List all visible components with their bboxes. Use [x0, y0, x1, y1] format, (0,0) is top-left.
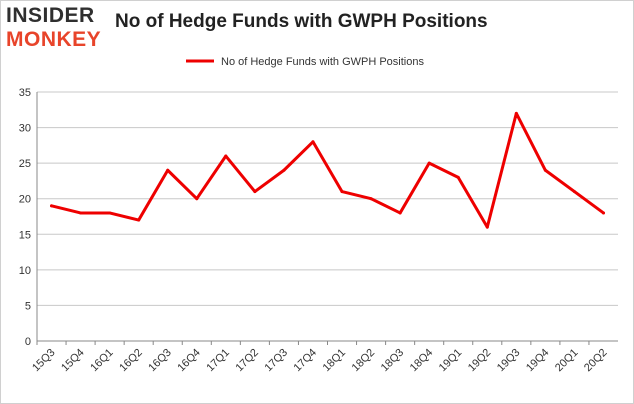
x-tick-label: 20Q2 — [582, 347, 610, 375]
data-point — [50, 204, 54, 208]
x-tick-label: 18Q3 — [379, 347, 407, 375]
data-point — [282, 168, 286, 172]
data-point — [369, 197, 373, 201]
y-tick-label: 20 — [19, 194, 31, 206]
data-point — [543, 168, 547, 172]
data-point — [253, 190, 257, 194]
logo-text-insider: INSIDER — [6, 4, 95, 27]
x-tick-label: 16Q1 — [88, 347, 116, 375]
x-tick-label: 18Q1 — [321, 347, 349, 375]
x-tick-label: 19Q4 — [524, 347, 552, 375]
x-tick-label: 20Q1 — [553, 347, 581, 375]
insider-monkey-logo: INSIDER MONKEY — [6, 4, 116, 54]
chart-title: No of Hedge Funds with GWPH Positions — [115, 11, 488, 32]
x-tick-label: 17Q3 — [263, 347, 291, 375]
y-tick-label: 25 — [19, 158, 31, 170]
x-tick-label: 16Q4 — [175, 347, 203, 375]
x-tick-label: 16Q3 — [146, 347, 174, 375]
series-line — [50, 111, 605, 229]
x-tick-label: 19Q2 — [466, 347, 494, 375]
x-tick-label: 15Q3 — [30, 347, 58, 375]
x-tick-label: 18Q2 — [350, 347, 378, 375]
data-point — [137, 218, 141, 222]
logo-text-monkey: MONKEY — [6, 28, 102, 51]
data-point — [195, 197, 199, 201]
data-point — [79, 211, 83, 215]
data-point — [108, 211, 112, 215]
data-point — [340, 190, 344, 194]
data-point — [514, 111, 518, 115]
x-tick-label: 18Q4 — [408, 347, 436, 375]
data-point — [485, 225, 489, 229]
legend: No of Hedge Funds with GWPH Positions — [186, 56, 424, 68]
y-tick-label: 0 — [25, 336, 31, 348]
data-point — [427, 161, 431, 165]
y-tick-label: 35 — [19, 87, 31, 99]
data-point — [311, 140, 315, 144]
data-point — [224, 154, 228, 158]
data-point — [572, 190, 576, 194]
data-point — [601, 211, 605, 215]
data-point — [398, 211, 402, 215]
x-tick-label: 17Q4 — [292, 347, 320, 375]
legend-label: No of Hedge Funds with GWPH Positions — [221, 56, 424, 68]
x-tick-label: 16Q2 — [117, 347, 145, 375]
x-tick-label: 19Q1 — [437, 347, 465, 375]
y-tick-label: 10 — [19, 265, 31, 277]
data-point — [456, 175, 460, 179]
y-tick-label: 5 — [25, 300, 31, 312]
x-tick-label: 19Q3 — [495, 347, 523, 375]
x-tick-label: 15Q4 — [59, 347, 87, 375]
x-tick-label: 17Q1 — [204, 347, 232, 375]
x-tick-label: 17Q2 — [233, 347, 261, 375]
series-layer — [50, 111, 605, 229]
data-point — [166, 168, 170, 172]
y-tick-label: 30 — [19, 123, 31, 135]
y-tick-label: 15 — [19, 229, 31, 241]
